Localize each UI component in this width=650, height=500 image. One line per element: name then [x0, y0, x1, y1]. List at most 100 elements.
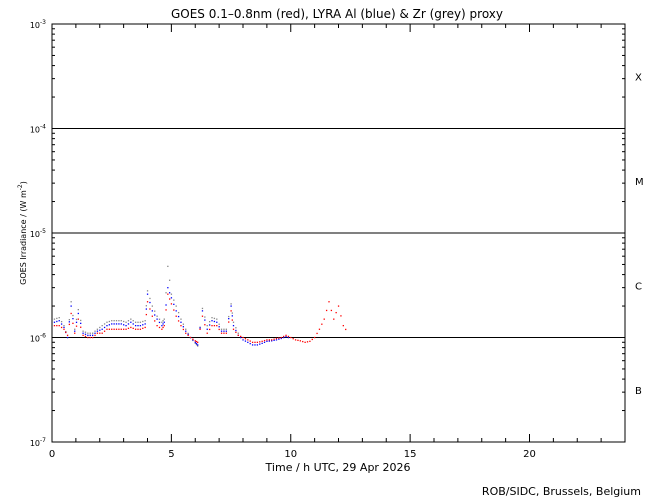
- data-point: [230, 310, 232, 312]
- x-tick-label-3: 15: [404, 449, 417, 460]
- data-point: [66, 334, 69, 336]
- data-point: [56, 320, 58, 323]
- data-point: [123, 320, 125, 323]
- data-point: [84, 335, 87, 338]
- data-point: [314, 336, 316, 339]
- data-point: [58, 320, 60, 322]
- data-point: [185, 332, 187, 334]
- data-point: [304, 341, 306, 343]
- data-point: [125, 321, 127, 323]
- data-point: [156, 318, 158, 320]
- data-point: [244, 340, 247, 342]
- data-point: [120, 323, 122, 325]
- data-point: [84, 331, 87, 333]
- data-point: [175, 310, 177, 312]
- data-point: [216, 321, 218, 323]
- data-point: [72, 322, 74, 324]
- threshold-lines: [52, 128, 625, 338]
- credit-text: ROB/SIDC, Brussels, Belgium: [482, 485, 641, 498]
- series-lyra-zr-proxy: [53, 265, 242, 347]
- data-point: [123, 324, 125, 326]
- data-point: [195, 342, 198, 345]
- data-point: [206, 332, 208, 334]
- data-point: [211, 317, 213, 319]
- data-point: [230, 305, 232, 307]
- data-point: [173, 299, 175, 301]
- data-point: [261, 340, 263, 342]
- data-point: [134, 328, 137, 330]
- data-point: [323, 318, 325, 320]
- x-tick-label-2: 10: [284, 449, 297, 460]
- data-point: [89, 332, 91, 334]
- data-point: [223, 332, 225, 334]
- data-point: [225, 328, 227, 330]
- data-point: [53, 324, 56, 327]
- flare-class-x: X: [635, 72, 642, 83]
- flare-class-labels: X M C B: [635, 72, 644, 397]
- data-point: [156, 324, 158, 327]
- data-point: [103, 323, 106, 325]
- data-point: [139, 328, 142, 330]
- data-point: [68, 321, 71, 323]
- data-point: [342, 324, 344, 327]
- data-point: [297, 339, 299, 342]
- data-point: [113, 328, 115, 330]
- data-point: [208, 324, 211, 326]
- data-point: [108, 324, 110, 326]
- data-point: [211, 324, 213, 327]
- data-point: [206, 328, 208, 330]
- data-point: [263, 339, 266, 342]
- data-point: [127, 320, 130, 322]
- data-point: [137, 321, 139, 323]
- data-point: [232, 321, 235, 323]
- data-point: [244, 338, 247, 340]
- data-point: [182, 326, 185, 328]
- data-point: [139, 321, 142, 323]
- data-point: [161, 321, 163, 323]
- y-tick-label-3: 10-6: [30, 333, 46, 344]
- data-point: [194, 340, 196, 342]
- data-point: [220, 332, 223, 334]
- data-point: [154, 310, 156, 312]
- data-point: [162, 323, 164, 325]
- data-point: [268, 339, 270, 341]
- x-tick-label-0: 0: [49, 449, 55, 460]
- data-point: [240, 336, 242, 339]
- y-axis-label-close: ): [19, 181, 28, 184]
- y-tick-exp-3: -6: [40, 333, 46, 340]
- data-point: [316, 332, 318, 335]
- data-point: [275, 337, 278, 340]
- data-point: [75, 318, 78, 321]
- data-point: [185, 330, 187, 332]
- data-point: [235, 327, 237, 329]
- data-point: [80, 326, 82, 328]
- data-point: [216, 324, 218, 327]
- data-point: [144, 320, 146, 322]
- data-point: [132, 323, 134, 325]
- data-point: [127, 327, 130, 329]
- data-point: [106, 328, 108, 330]
- data-point: [103, 330, 106, 332]
- data-point: [273, 338, 275, 340]
- data-point: [287, 335, 290, 338]
- data-point: [87, 334, 89, 336]
- data-point: [89, 336, 91, 339]
- data-point: [208, 328, 211, 331]
- data-point: [149, 301, 151, 304]
- series-layer: [53, 265, 347, 347]
- data-point: [271, 340, 273, 342]
- data-point: [192, 338, 194, 340]
- data-point: [173, 309, 175, 311]
- data-point: [197, 345, 199, 347]
- data-point: [77, 308, 79, 311]
- data-point: [268, 340, 270, 342]
- data-point: [195, 340, 198, 343]
- series-goes-0-1-0-8nm: [53, 293, 347, 343]
- data-point: [231, 315, 233, 317]
- data-point: [328, 301, 330, 303]
- data-point: [213, 324, 216, 327]
- y-axis-label-sup: -2: [17, 184, 24, 190]
- data-point: [144, 323, 146, 325]
- data-point: [145, 305, 148, 307]
- data-point: [162, 326, 164, 329]
